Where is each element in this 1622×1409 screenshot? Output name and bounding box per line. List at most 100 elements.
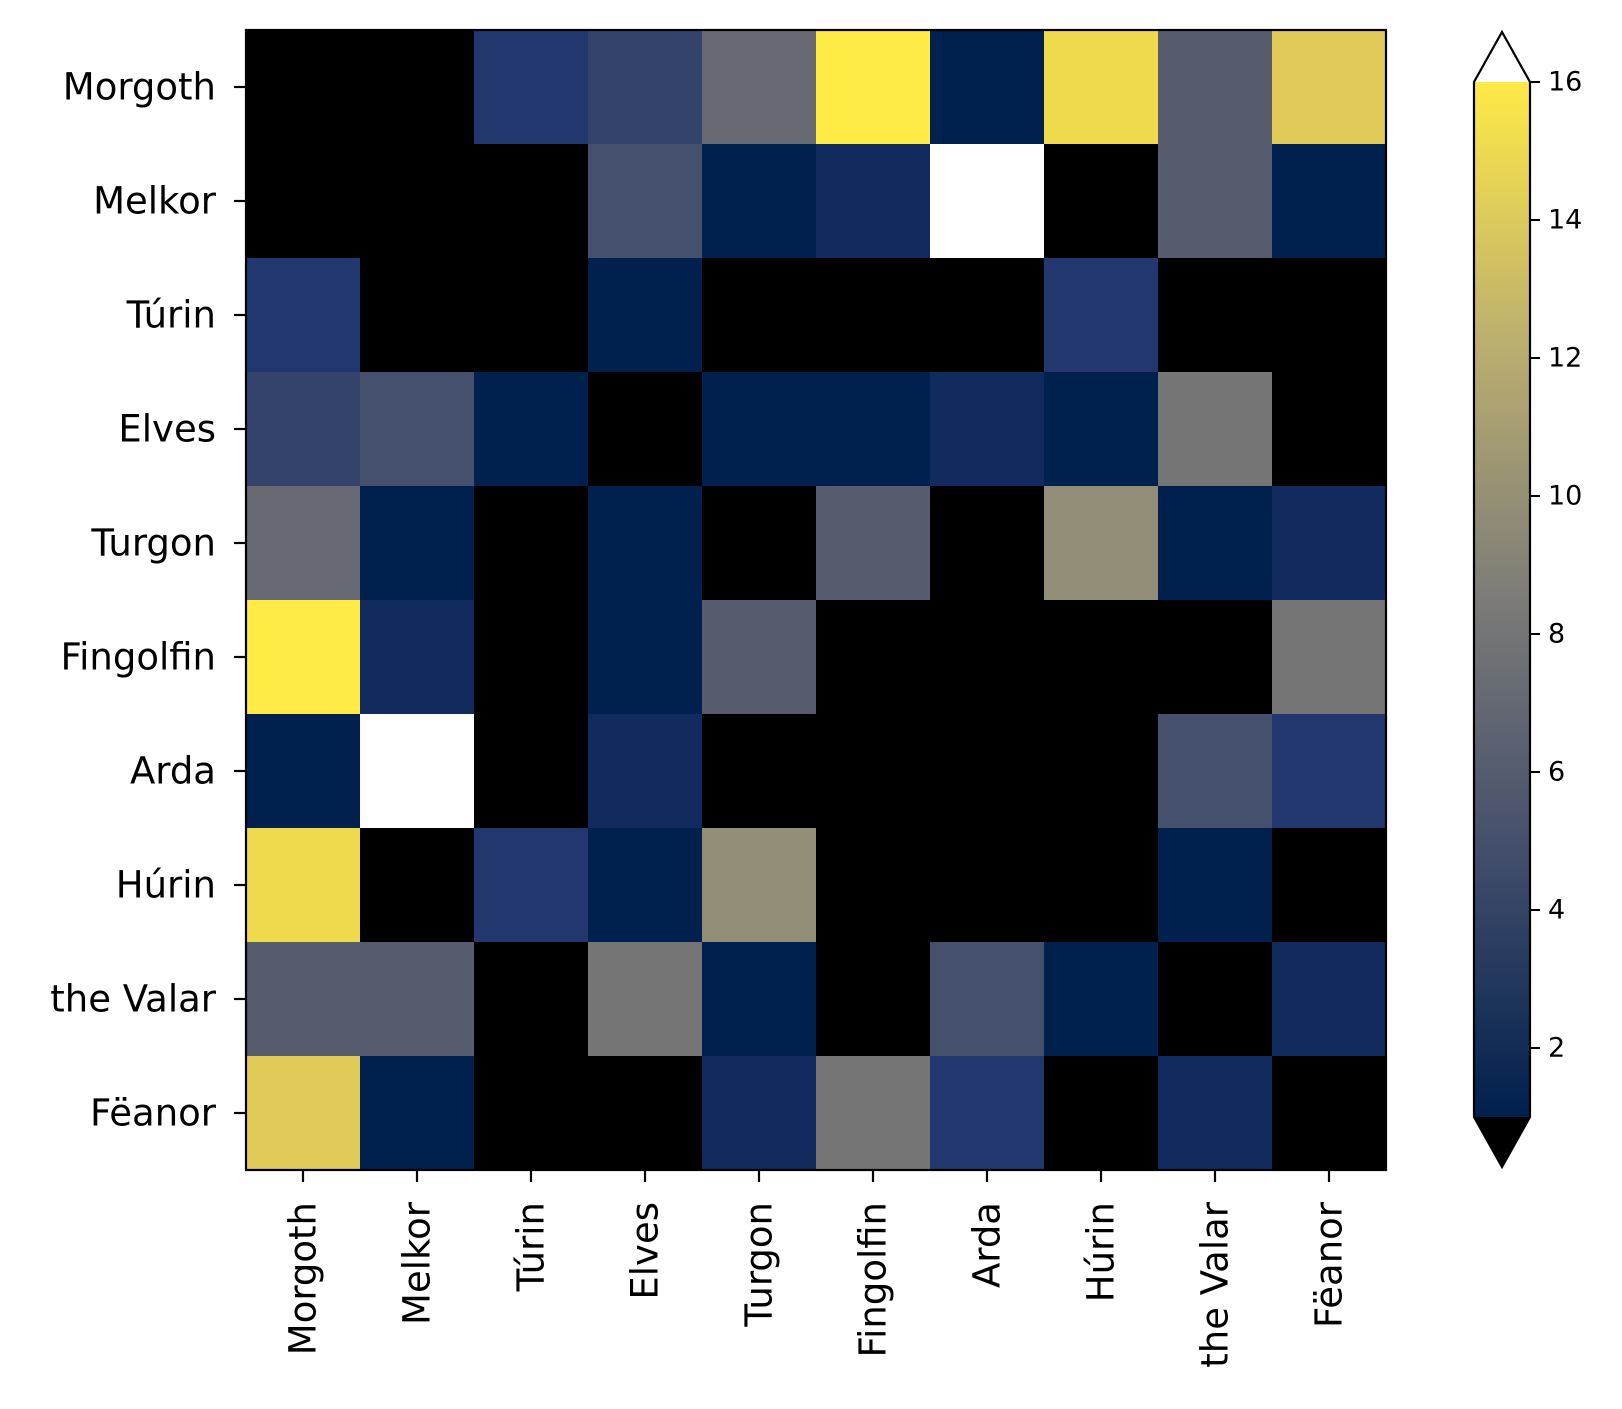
heatmap-cell-6-2: [474, 714, 589, 829]
heatmap-cell-4-0: [246, 486, 361, 601]
heatmap-cell-1-9: [1272, 144, 1387, 259]
heatmap-cell-5-1: [360, 600, 475, 715]
heatmap-cell-5-0: [246, 600, 361, 715]
heatmap-cell-1-4: [702, 144, 817, 259]
heatmap-cell-0-9: [1272, 30, 1387, 145]
heatmap-cell-5-6: [930, 600, 1045, 715]
heatmap-cell-7-5: [816, 828, 931, 943]
heatmap-cell-1-2: [474, 144, 589, 259]
heatmap-cell-1-7: [1044, 144, 1159, 259]
heatmap-cell-2-7: [1044, 258, 1159, 373]
heatmap-cell-5-3: [588, 600, 703, 715]
heatmap-cell-4-7: [1044, 486, 1159, 601]
heatmap-cell-9-4: [702, 1056, 817, 1171]
heatmap-cell-3-0: [246, 372, 361, 487]
heatmap-cell-1-0: [246, 144, 361, 259]
heatmap-cell-0-8: [1158, 30, 1273, 145]
y-tick-label: Húrin: [116, 864, 216, 907]
heatmap-cell-8-1: [360, 942, 475, 1057]
heatmap-cell-7-3: [588, 828, 703, 943]
heatmap-cell-2-2: [474, 258, 589, 373]
y-tick-label: Fingolfin: [61, 636, 216, 679]
heatmap-cells: [246, 30, 1387, 1171]
heatmap-cell-2-8: [1158, 258, 1273, 373]
colorbar-tick-label: 16: [1548, 67, 1582, 98]
heatmap-cell-7-0: [246, 828, 361, 943]
colorbar-tick-label: 6: [1548, 757, 1565, 788]
y-tick-label: Elves: [118, 408, 216, 451]
heatmap-cell-8-0: [246, 942, 361, 1057]
heatmap-cell-0-3: [588, 30, 703, 145]
heatmap-cell-5-8: [1158, 600, 1273, 715]
heatmap-cell-4-2: [474, 486, 589, 601]
colorbar-tick-label: 2: [1548, 1033, 1565, 1064]
y-tick-label: Melkor: [93, 180, 217, 223]
heatmap-cell-5-7: [1044, 600, 1159, 715]
heatmap-cell-6-6: [930, 714, 1045, 829]
heatmap-cell-0-4: [702, 30, 817, 145]
heatmap-cell-7-6: [930, 828, 1045, 943]
x-tick-label: the Valar: [1194, 1201, 1237, 1368]
heatmap-cell-3-3: [588, 372, 703, 487]
colorbar-tick-label: 4: [1548, 895, 1565, 926]
heatmap-cell-9-3: [588, 1056, 703, 1171]
heatmap-cell-4-6: [930, 486, 1045, 601]
heatmap-cell-2-1: [360, 258, 475, 373]
y-tick-label: Morgoth: [63, 66, 216, 109]
heatmap-cell-1-8: [1158, 144, 1273, 259]
heatmap-cell-7-9: [1272, 828, 1387, 943]
heatmap-cell-3-6: [930, 372, 1045, 487]
colorbar-tick-label: 12: [1548, 343, 1582, 374]
axis-frame: [244, 28, 1388, 1172]
heatmap-cell-1-5: [816, 144, 931, 259]
heatmap-cell-4-4: [702, 486, 817, 601]
heatmap-cell-6-0: [246, 714, 361, 829]
y-tick-label: the Valar: [50, 978, 217, 1021]
heatmap-cell-8-7: [1044, 942, 1159, 1057]
x-axis: Morgoth Melkor Túrin Elves Turgon Fingolfin Ar…: [282, 1170, 1351, 1368]
x-tick-label: Elves: [624, 1202, 667, 1300]
colorbar-outline: [1472, 29, 1532, 1170]
heatmap-cell-4-9: [1272, 486, 1387, 601]
heatmap-cell-2-6: [930, 258, 1045, 373]
heatmap-cell-2-9: [1272, 258, 1387, 373]
heatmap-cell-5-5: [816, 600, 931, 715]
heatmap-cell-0-5: [816, 30, 931, 145]
heatmap-cell-9-2: [474, 1056, 589, 1171]
heatmap-cell-2-0: [246, 258, 361, 373]
heatmap-cell-8-6: [930, 942, 1045, 1057]
heatmap-cell-0-6: [930, 30, 1045, 145]
heatmap-cell-8-4: [702, 942, 817, 1057]
heatmap-cell-7-1: [360, 828, 475, 943]
colorbar-tick-label: 8: [1548, 619, 1565, 650]
colorbar: 2 4 6 8 10 12 14 16: [1472, 29, 1582, 1170]
x-tick-label: Turgon: [738, 1202, 781, 1328]
heatmap-cell-3-5: [816, 372, 931, 487]
colorbar-tick-label: 14: [1548, 205, 1582, 236]
heatmap-cell-4-3: [588, 486, 703, 601]
heatmap-cell-3-7: [1044, 372, 1159, 487]
y-tick-label: Túrin: [126, 294, 216, 337]
heatmap-cell-4-8: [1158, 486, 1273, 601]
heatmap-cell-2-3: [588, 258, 703, 373]
heatmap-cell-2-4: [702, 258, 817, 373]
heatmap-cell-0-0: [246, 30, 361, 145]
heatmap-cell-9-1: [360, 1056, 475, 1171]
heatmap-cell-8-2: [474, 942, 589, 1057]
heatmap-cell-1-6: [930, 144, 1045, 259]
colorbar-gradient: [1474, 82, 1530, 1117]
heatmap-cell-6-5: [816, 714, 931, 829]
x-tick-label: Morgoth: [282, 1202, 325, 1355]
heatmap-cell-7-8: [1158, 828, 1273, 943]
heatmap-cell-6-4: [702, 714, 817, 829]
colorbar-tick-label: 10: [1548, 481, 1582, 512]
heatmap-cell-2-5: [816, 258, 931, 373]
heatmap-cell-7-4: [702, 828, 817, 943]
heatmap-cell-5-4: [702, 600, 817, 715]
x-tick-label: Túrin: [510, 1202, 553, 1292]
heatmap-cell-6-9: [1272, 714, 1387, 829]
y-axis: Morgoth Melkor Túrin Elves Turgon Fingolfin Ar…: [50, 66, 246, 1135]
y-tick-label: Arda: [130, 750, 216, 793]
heatmap-cell-9-6: [930, 1056, 1045, 1171]
